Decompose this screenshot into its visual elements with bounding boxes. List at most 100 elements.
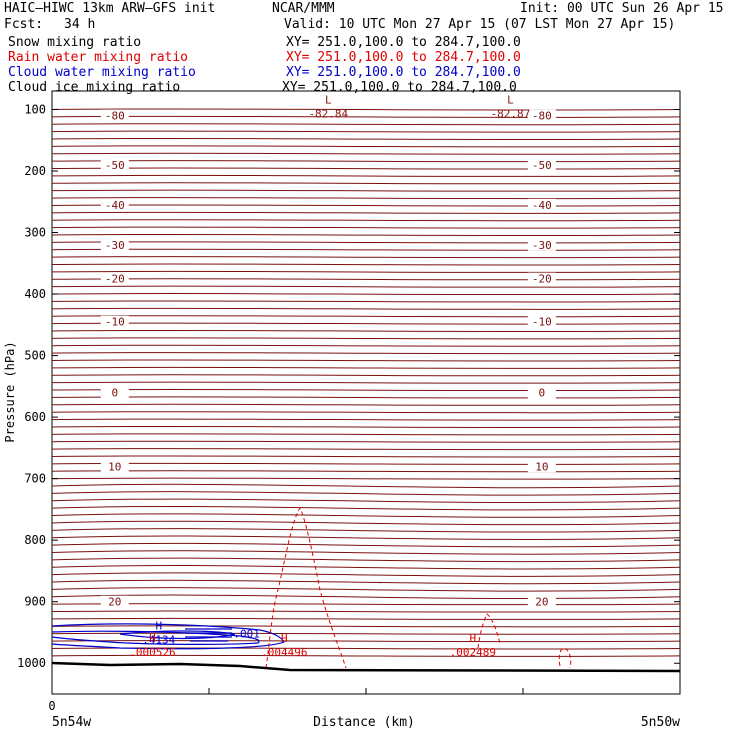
isotherm-label: 20 (108, 596, 121, 609)
isotherm-line (51, 440, 681, 443)
field-xy-cloudwater: XY= 251.0,100.0 to 284.7,100.0 (286, 65, 521, 80)
isotherm-line (51, 520, 681, 526)
extremum-marker: H (149, 632, 156, 645)
isotherm-line (51, 477, 681, 480)
isotherm-line (51, 189, 681, 192)
y-tick-label: 1000 (17, 656, 46, 670)
y-tick-label: 900 (24, 595, 46, 609)
isotherm-line (51, 211, 681, 214)
isotherm-line (51, 625, 681, 628)
isotherm-line (51, 307, 681, 310)
isotherm-line (51, 263, 681, 266)
isotherm-line (51, 418, 681, 421)
org-label: NCAR/MMM (272, 1, 335, 16)
isotherm-label: -50 (532, 159, 552, 172)
extremum-value: .004496 (261, 646, 307, 659)
isotherm-line (51, 322, 681, 325)
isotherm-line (51, 226, 681, 229)
isotherm-line (51, 108, 681, 111)
isotherm-line (51, 366, 681, 369)
rain-cell-contour (558, 647, 572, 669)
isotherm-label: -50 (105, 159, 125, 172)
x-end-label: 5n50w (641, 715, 680, 730)
isotherm-line (51, 425, 681, 429)
isotherm-line (51, 219, 681, 222)
y-axis-label: Pressure (hPa) (3, 341, 17, 442)
label-bg (527, 272, 556, 285)
field-name-cloudwater: Cloud water mixing ratio (8, 65, 196, 80)
isotherm-line (51, 174, 681, 177)
isotherm-line (51, 411, 681, 414)
label-bg (100, 158, 129, 171)
extremum-value: .000526 (129, 646, 175, 659)
label-bg (527, 595, 556, 608)
isotherm-line (51, 204, 681, 207)
label-bg (527, 109, 556, 122)
isotherm-line (51, 381, 681, 384)
cloud-water-contour (51, 623, 285, 650)
isotherm-line (51, 152, 681, 155)
isotherm-line (51, 396, 681, 399)
label-bg (527, 386, 556, 399)
isotherm-line (51, 167, 681, 170)
y-tick-label: 800 (24, 533, 46, 547)
isotherm-line (51, 256, 681, 259)
isotherm-line (51, 270, 681, 273)
isotherm-line (51, 557, 681, 563)
isotherm-line (51, 374, 681, 377)
isotherm-line (51, 617, 681, 621)
y-tick-label: 700 (24, 472, 46, 486)
label-bg (527, 460, 556, 473)
label-bg (100, 460, 129, 473)
isotherm-line (51, 300, 681, 303)
isotherm-label: 10 (535, 460, 548, 473)
isotherm-line (51, 513, 681, 518)
isotherm-line (51, 248, 681, 251)
extremum-value: -82.87 (491, 107, 531, 120)
cloud-water-contours (51, 623, 285, 650)
isotherm-label: -10 (532, 316, 552, 329)
isotherm-label: -10 (105, 316, 125, 329)
isotherm-label: 0 (539, 387, 546, 400)
isotherm-line (51, 505, 681, 511)
isotherm-line (51, 137, 681, 141)
isotherm-line (51, 572, 681, 577)
isotherm-line (51, 241, 681, 244)
rain-water-contours (265, 507, 572, 669)
isotherm-line (51, 550, 681, 555)
isotherm-line (51, 278, 681, 281)
isotherm-line (51, 388, 681, 392)
isotherms-layer: -80 -80 -50 -50 -40 -40 -30 -30 -20 -20 -10 -10 0 0 10… (51, 108, 681, 657)
extremum-value: .002489 (450, 646, 496, 659)
isotherm-line (51, 470, 681, 473)
extremum-value: .4134 (142, 634, 175, 647)
label-bg (100, 315, 129, 328)
isotherm-line (51, 640, 681, 643)
isotherm-line (51, 344, 681, 347)
isotherm-line (51, 337, 681, 340)
cloud-water-contour (185, 628, 232, 642)
label-bg (100, 238, 129, 251)
isotherm-line (51, 115, 681, 118)
ground-line (51, 661, 681, 673)
isotherm-line (51, 315, 681, 318)
isotherm-line (51, 455, 681, 458)
y-tick-label: 300 (24, 226, 46, 240)
label-bg (100, 386, 129, 399)
y-tick-label: 100 (24, 102, 46, 116)
isotherm-line (51, 123, 681, 126)
isotherm-label: -40 (532, 199, 552, 212)
isotherm-line (51, 329, 681, 333)
extremum-value: -82.84 (308, 107, 348, 120)
label-bg (527, 158, 556, 171)
extremum-value: .001 (233, 627, 260, 640)
model-title: HAIC–HIWC 13km ARW–GFS init (4, 1, 216, 16)
isotherm-line (51, 130, 681, 133)
isotherm-line (51, 587, 681, 592)
x-start-label: 5n54w (52, 715, 91, 730)
extremum-marker: H (281, 632, 288, 645)
label-bg (527, 198, 556, 211)
isotherm-line (51, 352, 681, 355)
